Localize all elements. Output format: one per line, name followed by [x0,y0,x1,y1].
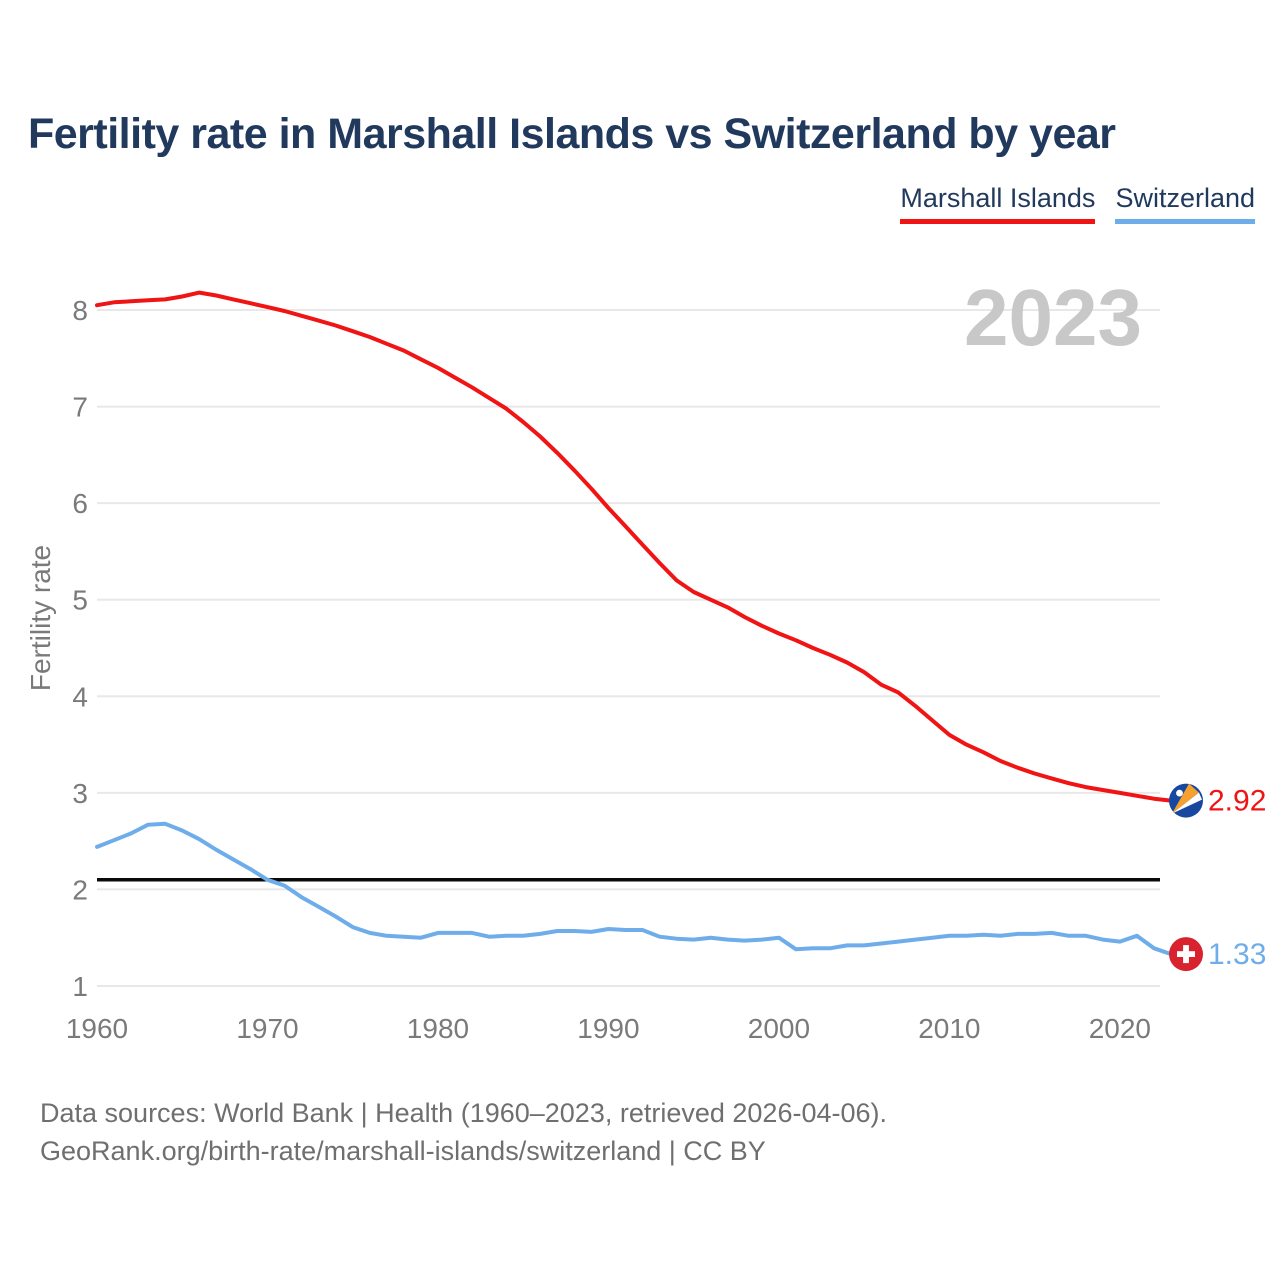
y-tick-label-1: 1 [72,971,88,1002]
fertility-line-chart[interactable]: 1 2 3 4 5 6 7 8 2023 1960 1970 1980 1990 2000 2010 2020… [0,0,1280,1060]
x-tick-label-2020: 2020 [1089,1013,1151,1044]
end-value-label-switzerland: 1.33 [1208,938,1266,971]
y-axis-label: Fertility rate [25,545,56,691]
y-tick-label-7: 7 [72,392,88,423]
y-tick-label-3: 3 [72,778,88,809]
end-value-label-marshall-islands: 2.92 [1208,785,1266,818]
chart-area: 1 2 3 4 5 6 7 8 2023 1960 1970 1980 1990 2000 2010 2020… [0,0,1280,1060]
x-tick-label-1990: 1990 [577,1013,639,1044]
y-tick-label-8: 8 [72,295,88,326]
x-tick-label-2000: 2000 [748,1013,810,1044]
y-tick-label-4: 4 [72,681,88,712]
switzerland-flag-icon [1169,937,1203,972]
x-tick-label-1980: 1980 [407,1013,469,1044]
y-tick-label-6: 6 [72,488,88,519]
footer-source-line: Data sources: World Bank | Health (1960–… [40,1098,887,1128]
footer-attribution-line: GeoRank.org/birth-rate/marshall-islands/… [40,1136,766,1166]
series-line-switzerland [95,821,1173,957]
x-tick-label-2010: 2010 [918,1013,980,1044]
x-tick-label-1970: 1970 [236,1013,298,1044]
series-line-marshall-islands [95,290,1173,803]
legend-item-switzerland[interactable]: Switzerland [1115,183,1255,224]
y-tick-label-5: 5 [72,585,88,616]
legend-item-marshall-islands[interactable]: Marshall Islands [900,183,1096,224]
marshall-islands-flag-icon [1169,783,1203,818]
x-tick-label-1960: 1960 [66,1013,128,1044]
legend: Marshall Islands Switzerland [900,183,1255,224]
y-tick-label-2: 2 [72,874,88,905]
watermark-year: 2023 [964,273,1142,362]
footer: Data sources: World Bank | Health (1960–… [40,1094,887,1170]
chart-title: Fertility rate in Marshall Islands vs Sw… [28,110,1116,158]
